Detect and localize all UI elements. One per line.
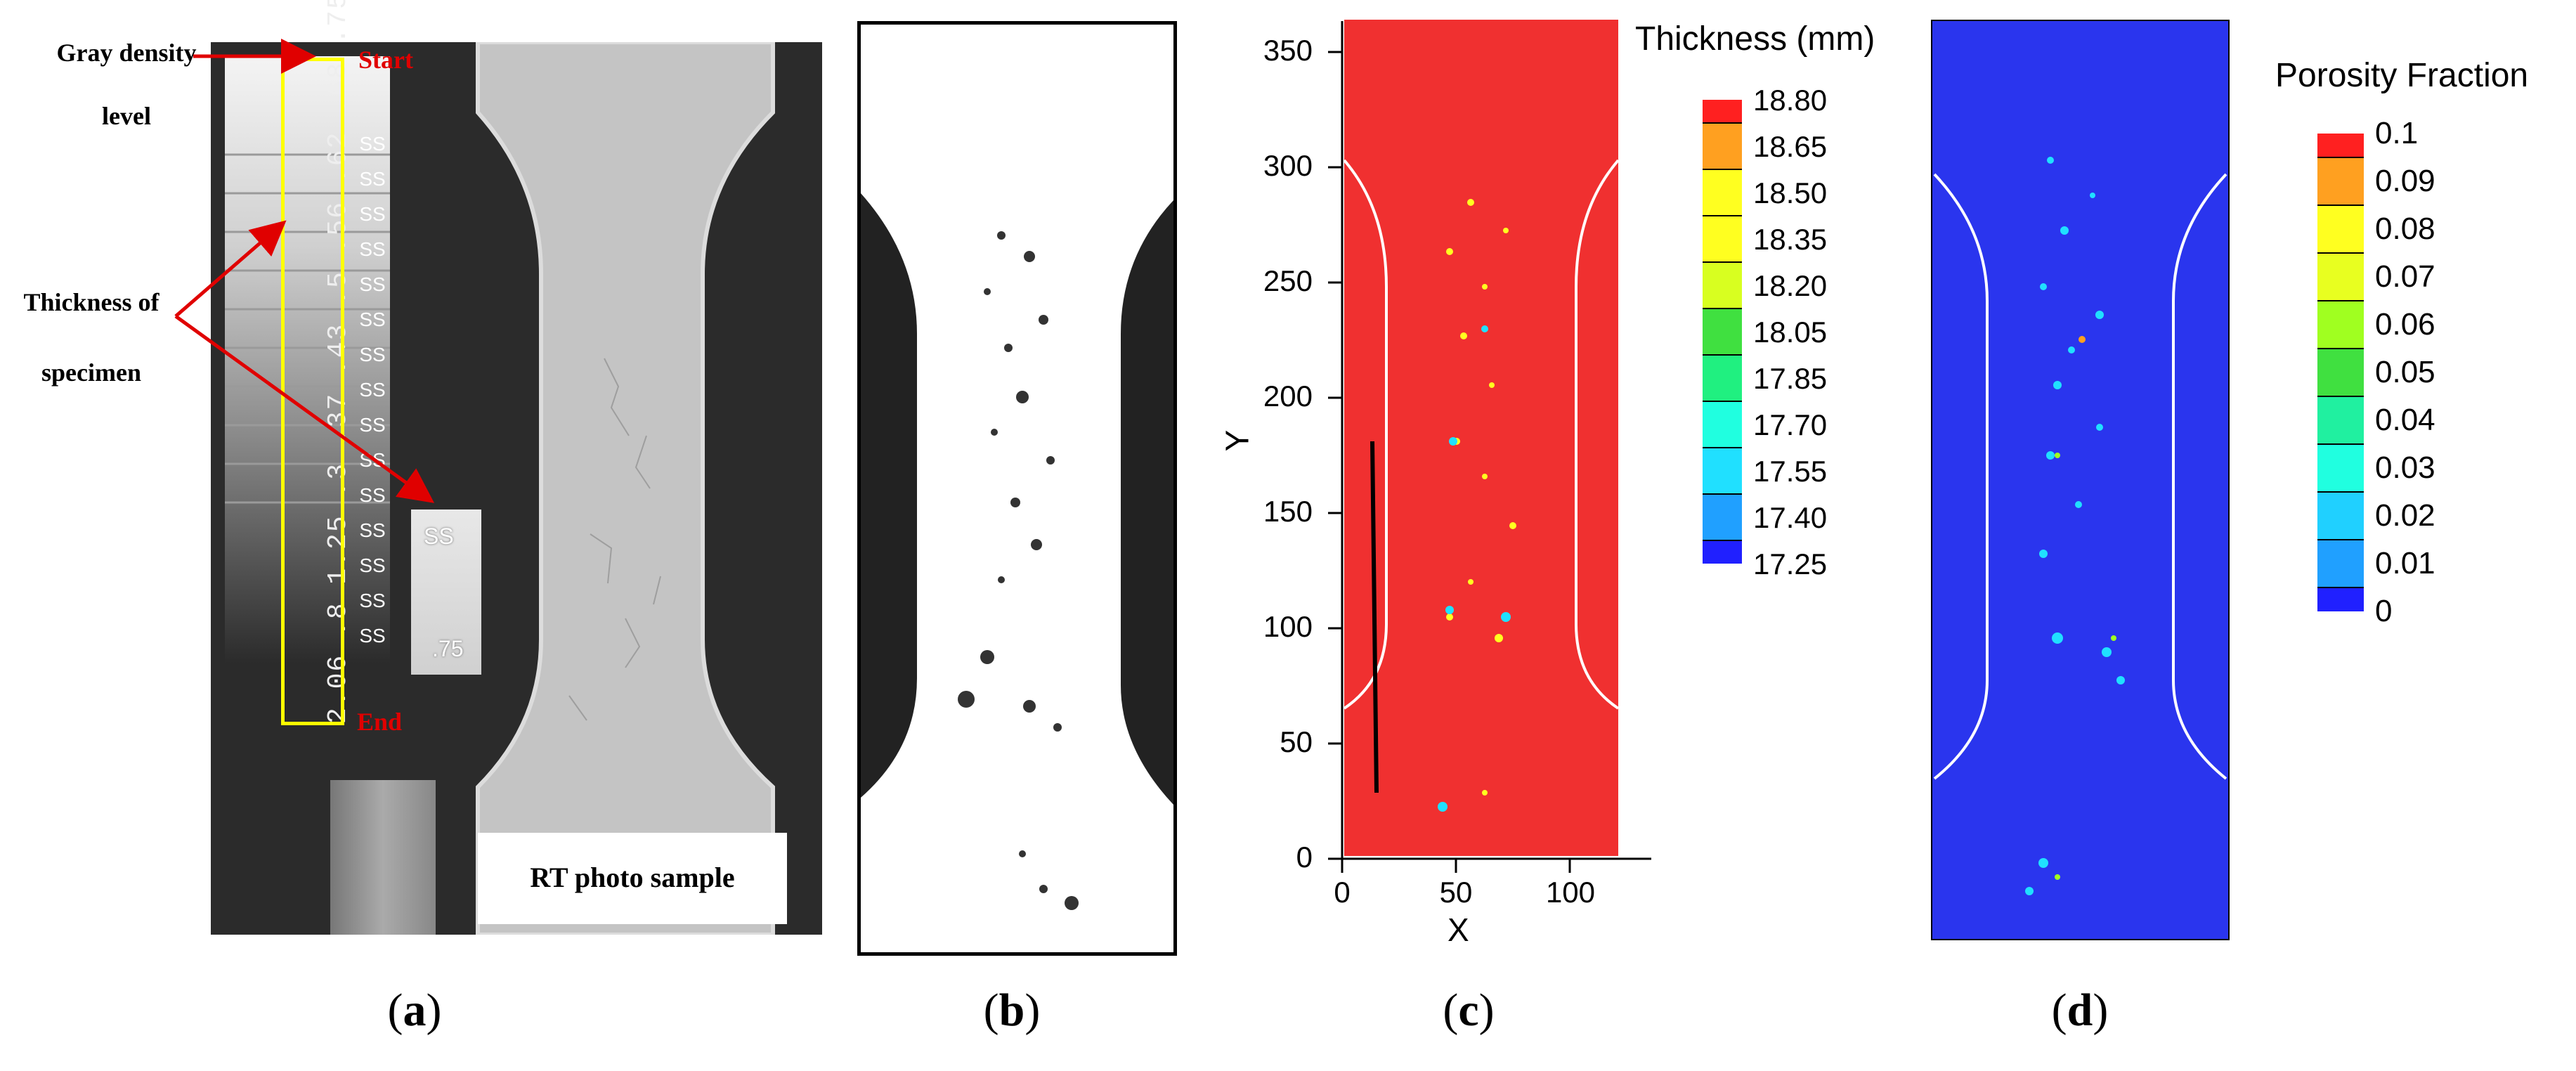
thickness-label: Thickness of specimen xyxy=(23,288,160,387)
c-xtick-50: 50 xyxy=(1439,876,1473,909)
c-ytick-300: 300 xyxy=(1263,149,1313,182)
c-level-1820: 18.20 xyxy=(1753,269,1828,302)
rt-caption-text: RT photo sample xyxy=(530,862,735,893)
c-ytick-150: 150 xyxy=(1263,495,1313,528)
panel-label-c: (c) xyxy=(1443,985,1495,1036)
thickness-map xyxy=(1344,20,1618,856)
d-level-003: 0.03 xyxy=(2375,450,2435,485)
d-level-008: 0.08 xyxy=(2375,212,2435,246)
c-level-1755: 17.55 xyxy=(1753,455,1828,488)
panel-b xyxy=(857,21,1177,956)
panel-a: 2.06 .8 1.25 .3 .37 .43 .5 .56 .62 .68 .… xyxy=(211,0,822,935)
wedge-bottom xyxy=(330,780,436,935)
rt-specimen xyxy=(476,42,775,935)
c-level-1835: 18.35 xyxy=(1753,223,1828,256)
panel-label-a: (a) xyxy=(387,985,442,1036)
c-xtick-0: 0 xyxy=(1334,876,1351,909)
c-ytick-100: 100 xyxy=(1263,610,1313,643)
c-ytick-250: 250 xyxy=(1263,264,1313,297)
d-level-006: 0.06 xyxy=(2375,307,2435,342)
panel-label-b: (b) xyxy=(983,985,1041,1036)
step-wedge xyxy=(225,56,390,815)
small-plate: SS .75 xyxy=(411,509,481,675)
panel-c-axes xyxy=(1328,21,1651,873)
c-ytick-200: 200 xyxy=(1263,379,1313,413)
c-level-1725: 17.25 xyxy=(1753,547,1828,580)
c-colorbar-title: Thickness (mm) xyxy=(1635,20,1875,58)
ss-column: SS SS SS SS SS SS SS SS SS SS SS SS SS SS SS xyxy=(359,133,386,647)
d-level-005: 0.05 xyxy=(2375,355,2435,389)
c-level-1805: 18.05 xyxy=(1753,316,1828,349)
c-xtick-100: 100 xyxy=(1545,876,1596,909)
d-level-004: 0.04 xyxy=(2375,403,2435,437)
c-level-1740: 17.40 xyxy=(1753,501,1828,534)
c-ylabel: Y xyxy=(1218,429,1256,452)
c-level-1785: 17.85 xyxy=(1753,362,1828,395)
annotation-arrows xyxy=(174,39,435,503)
d-colorbar-labels: 0.1 0.09 0.08 0.07 0.06 0.05 0.04 0.03 0… xyxy=(2375,116,2487,635)
c-level-1770: 17.70 xyxy=(1753,408,1828,441)
end-label: End xyxy=(357,708,403,736)
d-level-007: 0.07 xyxy=(2375,259,2435,294)
gray-density-label: Gray density level xyxy=(56,39,197,130)
c-ytick-350: 350 xyxy=(1263,34,1313,67)
d-colorbar xyxy=(2317,134,2364,611)
d-level-002: 0.02 xyxy=(2375,498,2435,533)
d-colorbar-title: Porosity Fraction xyxy=(2275,57,2529,94)
panel-label-d: (d) xyxy=(2051,985,2109,1036)
c-colorbar-labels: 18.80 18.65 18.50 18.35 18.20 18.05 17.8… xyxy=(1753,84,1866,588)
c-colorbar xyxy=(1703,100,1742,564)
c-level-1880: 18.80 xyxy=(1753,84,1828,117)
d-level-001: 0.01 xyxy=(2375,546,2435,580)
plate-value-label: .75 xyxy=(432,636,464,661)
porosity-map xyxy=(1931,20,2230,940)
d-level-009: 0.09 xyxy=(2375,164,2435,198)
c-xlabel: X xyxy=(1448,911,1469,948)
c-ytick-50: 50 xyxy=(1280,725,1313,758)
rt-caption-box: RT photo sample xyxy=(478,833,787,924)
c-level-1865: 18.65 xyxy=(1753,130,1828,163)
binary-specimen xyxy=(861,193,1173,910)
plate-ss-label: SS xyxy=(424,524,454,549)
c-ytick-0: 0 xyxy=(1296,840,1313,874)
start-label: Start xyxy=(358,46,413,74)
c-level-1850: 18.50 xyxy=(1753,176,1828,209)
d-level-010: 0.1 xyxy=(2375,116,2419,150)
d-level-0: 0 xyxy=(2375,594,2393,628)
